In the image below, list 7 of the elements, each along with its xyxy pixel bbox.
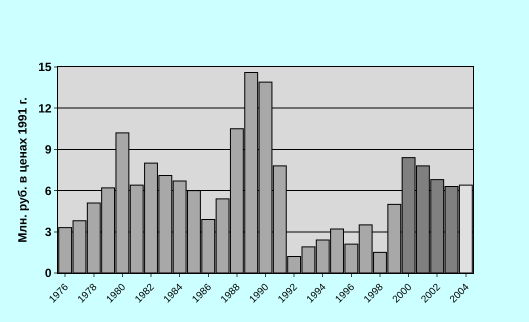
y-tick-label: 15 [38, 60, 52, 74]
y-tick-label: 9 [44, 142, 52, 157]
y-axis-title: Млн. руб. в ценах 1991 г. [16, 97, 30, 243]
y-tick-label: 6 [44, 184, 52, 198]
y-tick-label: 3 [44, 225, 52, 239]
y-tick-label: 0 [44, 266, 52, 280]
y-tick-label: 12 [38, 101, 52, 116]
